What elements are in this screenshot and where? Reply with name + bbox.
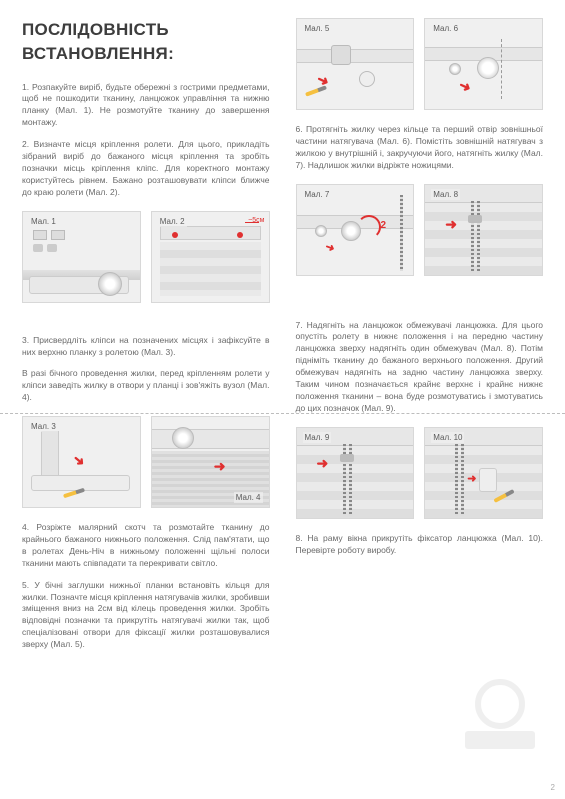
column-right: Мал. 5 ➜ Мал. 6 ➜ 6. Протягніть жилку че… [296,18,544,781]
columns: ПОСЛІДОВНІСТЬ ВСТАНОВЛЕННЯ: 1. Розпакуйт… [22,18,543,781]
figure-label: Мал. 8 [431,189,460,200]
figure-2: Мал. 2 ~5см [151,211,270,303]
figure-row-1-2: Мал. 1 Мал. 2 ~5см [22,211,270,303]
figure-label: Мал. 5 [303,23,332,34]
figure-label: Мал. 7 [303,189,332,200]
step-3a: 3. Присвердліть кліпси на позначених міс… [22,335,270,359]
figure-row-9-10: Мал. 9 ➜ Мал. 10 ➜ [296,427,544,519]
step-5: 5. У бічні заглушки нижньої планки встан… [22,580,270,651]
figure-label: Мал. 1 [29,216,58,227]
page-number: 2 [551,782,555,793]
figure-3: Мал. 3 ➜ [22,416,141,508]
figure-6: Мал. 6 ➜ [424,18,543,110]
watermark-icon [465,679,535,749]
step-2: 2. Визначте місця кріплення ролети. Для … [22,139,270,198]
figure-10: Мал. 10 ➜ [424,427,543,519]
figure-row-5-6: Мал. 5 ➜ Мал. 6 ➜ [296,18,544,110]
figure-label: Мал. 9 [303,432,332,443]
figure-label: Мал. 4 [234,492,263,503]
column-left: ПОСЛІДОВНІСТЬ ВСТАНОВЛЕННЯ: 1. Розпакуйт… [22,18,270,781]
figure-5: Мал. 5 ➜ [296,18,415,110]
step-4: 4. Розріжте малярний скотч та розмотайте… [22,522,270,570]
divider-horizontal [0,413,565,414]
figure-1: Мал. 1 [22,211,141,303]
figure-label: Мал. 3 [29,421,58,432]
figure-7: Мал. 7 2 ➜ [296,184,415,276]
dimension-label: ~5см [248,216,264,226]
step-7: 7. Надягніть на ланцюжок обмежувачі ланц… [296,320,544,415]
figure-4: Мал. 4 ➜ [151,416,270,508]
figure-9: Мал. 9 ➜ [296,427,415,519]
step-8: 8. На раму вікна прикрутіть фіксатор лан… [296,533,544,557]
step-1: 1. Розпакуйте виріб, будьте обережні з г… [22,82,270,130]
page: ПОСЛІДОВНІСТЬ ВСТАНОВЛЕННЯ: 1. Розпакуйт… [0,0,565,799]
figure-label: Мал. 6 [431,23,460,34]
figure-label: Мал. 10 [431,432,464,443]
page-title: ПОСЛІДОВНІСТЬ ВСТАНОВЛЕННЯ: [22,18,270,66]
figure-row-3-4: Мал. 3 ➜ Мал. 4 ➜ [22,416,270,508]
figure-8: Мал. 8 ➜ [424,184,543,276]
figure-row-7-8: Мал. 7 2 ➜ Мал. 8 ➜ [296,184,544,276]
step-3b: В разі бічного проведення жилки, перед к… [22,368,270,404]
step-6: 6. Протягніть жилку через кільце та перш… [296,124,544,172]
figure-label: Мал. 2 [158,216,187,227]
